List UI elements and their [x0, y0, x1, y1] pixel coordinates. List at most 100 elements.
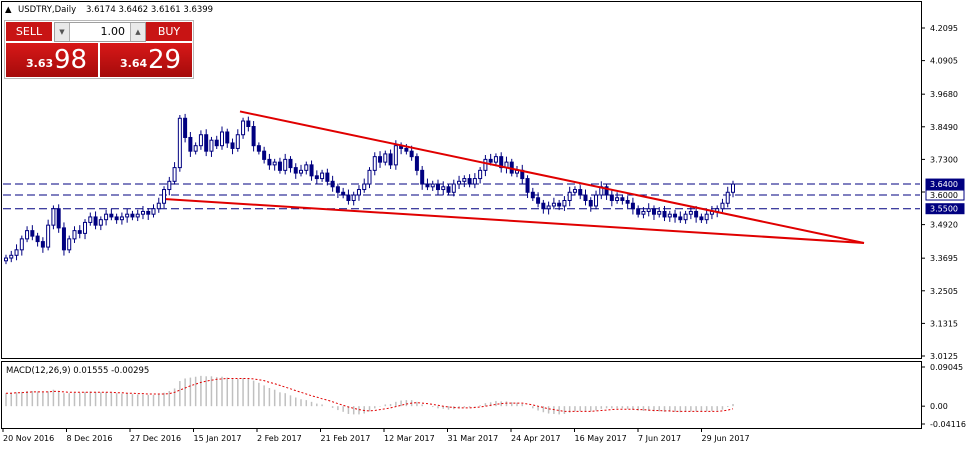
candle-body [209, 139, 214, 152]
y-tick-label: 3.3695 [930, 254, 958, 263]
candle-body [525, 178, 530, 193]
candle-body [262, 150, 267, 160]
candle-body [140, 210, 145, 215]
macd-frame [1, 361, 922, 429]
candle-body [77, 230, 82, 234]
candle-body [572, 189, 577, 193]
level-price-tag [925, 178, 965, 190]
candle-body [130, 213, 135, 218]
x-tick-label: 20 Nov 2016 [3, 434, 54, 443]
level-price-label: 3.6000 [930, 191, 958, 200]
candle-body [109, 213, 114, 218]
candle-body [651, 208, 656, 215]
candle-body [367, 169, 372, 185]
candle-body [241, 120, 246, 136]
lot-decrease-icon[interactable]: ▼ [55, 23, 70, 41]
buy-quote[interactable]: 3.64 29 [100, 43, 192, 77]
x-tick-label: 27 Dec 2016 [130, 434, 181, 443]
buy-button[interactable]: BUY [146, 22, 192, 41]
candle-body [362, 183, 367, 191]
candle-body [388, 153, 393, 166]
level-price-label: 3.6400 [930, 180, 958, 189]
candle-body [414, 156, 419, 171]
candle-body [636, 208, 641, 215]
candle-body [451, 183, 456, 193]
lot-size-input[interactable] [71, 24, 125, 38]
candle-body [288, 158, 293, 169]
candle-body [4, 257, 8, 262]
candle-body [325, 172, 330, 182]
level-price-tag [925, 189, 965, 201]
candle-body [314, 175, 319, 180]
candle-body [256, 145, 261, 152]
candle-body [204, 134, 209, 152]
x-tick-label: 8 Dec 2016 [67, 434, 113, 443]
candle-body [67, 238, 72, 251]
candle-body [251, 126, 256, 147]
candle-body [704, 213, 709, 221]
lot-size-stepper[interactable]: ▼ ▲ [54, 22, 146, 42]
lot-increase-icon[interactable]: ▲ [130, 23, 145, 41]
candle-body [46, 224, 51, 248]
candle-body [536, 197, 541, 204]
y-tick-label: 3.0125 [930, 352, 958, 361]
x-tick-label: 31 Mar 2017 [448, 434, 499, 443]
candle-body [604, 186, 609, 196]
candle-body [557, 202, 562, 207]
candle-body [183, 117, 188, 138]
candle-body [35, 235, 40, 243]
candle-body [383, 153, 388, 163]
buy-price-prefix: 3.64 [120, 57, 148, 70]
candle-body [378, 156, 383, 163]
candle-body [694, 210, 699, 218]
x-tick-label: 29 Jun 2017 [702, 434, 750, 443]
chart-collapse-icon[interactable]: ▲ [5, 5, 12, 15]
y-tick-label: 3.8490 [930, 123, 958, 132]
sell-button[interactable]: SELL [6, 22, 52, 41]
candle-body [567, 191, 572, 201]
candle-body [609, 194, 614, 201]
candle-body [272, 161, 277, 166]
candle-body [594, 194, 599, 207]
candle-body [219, 131, 224, 147]
candle-body [341, 191, 346, 196]
x-tick-label: 2 Feb 2017 [257, 434, 302, 443]
symbol-label: USDTRY,Daily [18, 5, 76, 15]
candle-body [725, 191, 730, 204]
candle-body [615, 197, 620, 201]
candle-body [146, 210, 151, 215]
macd-title: MACD(12,26,9) 0.01555 -0.00295 [6, 366, 149, 376]
candle-body [283, 158, 288, 171]
candle-body [731, 183, 735, 193]
macd-signal-line [6, 378, 734, 412]
sell-quote[interactable]: 3.63 98 [6, 43, 98, 77]
candle-body [177, 117, 182, 169]
candle-body [625, 199, 630, 204]
y-tick-label: 3.4920 [930, 221, 958, 230]
candle-body [25, 230, 30, 240]
level-price-tag [925, 203, 965, 215]
candle-body [214, 139, 219, 147]
candle-body [409, 150, 414, 158]
candle-body [172, 167, 177, 182]
candle-body [304, 164, 309, 171]
candle-body [630, 202, 635, 210]
candle-body [98, 219, 103, 226]
x-tick-label: 24 Apr 2017 [511, 434, 560, 443]
candle-body [667, 213, 672, 218]
x-tick-label: 12 Mar 2017 [384, 434, 435, 443]
candle-body [19, 238, 24, 251]
y-tick-label: 4.0905 [930, 57, 958, 66]
ohlc-readout: 3.6174 3.6462 3.6161 3.6399 [86, 5, 213, 15]
candle-body [430, 183, 435, 188]
candle-body [441, 186, 446, 191]
candle-body [546, 205, 551, 210]
candle-body [346, 194, 351, 201]
candle-body [299, 169, 304, 174]
candle-body [678, 216, 683, 221]
candle-body [114, 216, 119, 221]
candle-body [320, 172, 325, 180]
macd-y-tick-label: 0.09045 [930, 363, 963, 372]
macd-y-tick-label: -0.04116 [930, 420, 966, 429]
